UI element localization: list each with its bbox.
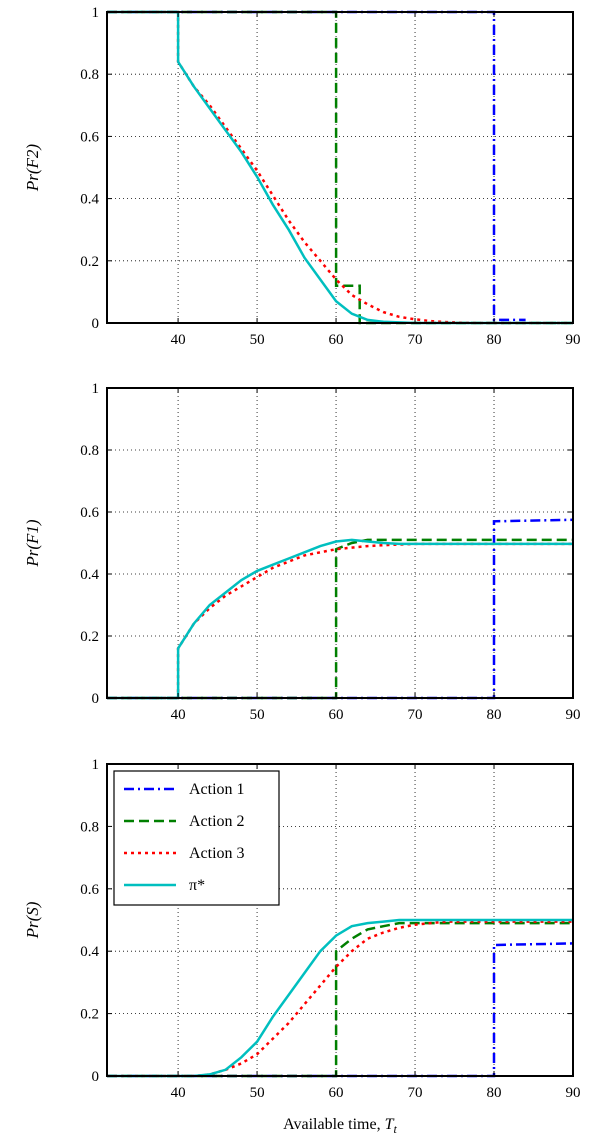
y-axis-label: Pr(F2) — [23, 144, 42, 193]
plot-frame — [106, 763, 574, 1077]
y-tick-label: 0.6 — [80, 882, 99, 898]
y-tick-label: 0.4 — [80, 567, 99, 583]
y-tick-label: 0.8 — [80, 67, 99, 83]
y-tick-label: 0.8 — [80, 443, 99, 459]
legend-label: Action 2 — [189, 813, 245, 830]
series-line-- — [107, 538, 573, 700]
series-line-action-1 — [107, 942, 574, 1078]
y-tick-label: 0 — [92, 1069, 100, 1085]
y-tick-label: 0.4 — [80, 192, 99, 208]
series-line-- — [107, 918, 573, 1078]
legend: Action 1 Action 2 Action 3 π* — [113, 770, 280, 906]
y-tick-label: 0.6 — [80, 129, 99, 145]
y-tick-label: 0.4 — [80, 944, 99, 960]
series-line-- — [107, 10, 573, 325]
x-tick-label: 40 — [171, 707, 186, 723]
y-tick-label: 0.8 — [80, 819, 99, 835]
y-tick-label: 0.2 — [80, 1007, 99, 1023]
y-axis-label: Pr(F1) — [23, 519, 42, 568]
series-line-action-1 — [107, 518, 574, 700]
series-line-action-3 — [107, 10, 573, 325]
legend-box — [113, 770, 280, 906]
x-tick-label: 80 — [487, 332, 502, 348]
x-tick-label: 60 — [329, 1085, 344, 1101]
plot-frame — [106, 387, 574, 699]
y-tick-label: 1 — [92, 381, 100, 397]
x-tick-label: 70 — [408, 332, 423, 348]
y-tick-label: 0.2 — [80, 254, 99, 270]
x-axis-label: Available time, Tt — [283, 1116, 397, 1136]
plot-frame — [106, 11, 574, 324]
x-tick-label: 90 — [566, 1085, 581, 1101]
x-tick-label: 40 — [171, 332, 186, 348]
x-tick-label: 80 — [487, 1085, 502, 1101]
y-tick-label: 0.6 — [80, 505, 99, 521]
chart-panel-1: 40 50 60 70 80 90 0 0.2 0.4 0.6 0.8 1 Pr(F2) — [23, 5, 581, 348]
legend-label: Action 1 — [189, 781, 245, 798]
y-axis-label: Pr(S) — [23, 901, 42, 939]
y-tick-label: 1 — [92, 757, 100, 773]
y-tick-label: 0 — [92, 691, 100, 707]
y-tick-label: 0 — [92, 316, 100, 332]
series-line-action-2 — [107, 10, 573, 325]
x-tick-label: 50 — [250, 707, 265, 723]
x-tick-label: 60 — [329, 707, 344, 723]
x-tick-label: 90 — [566, 332, 581, 348]
chart-panel-2: 40 50 60 70 80 90 0 0.2 0.4 0.6 0.8 1 Pr(F1) — [23, 381, 581, 723]
y-tick-label: 1 — [92, 5, 100, 21]
x-tick-label: 40 — [171, 1085, 186, 1101]
chart-panel-3: 40 50 60 70 80 90 0 0.2 0.4 0.6 0.8 1 Pr(S) Available… — [23, 757, 581, 1136]
x-tick-label: 80 — [487, 707, 502, 723]
legend-label: Action 3 — [189, 845, 245, 862]
x-tick-label: 50 — [250, 1085, 265, 1101]
legend-label: π* — [189, 877, 205, 894]
series-line-action-2 — [107, 921, 573, 1078]
y-tick-label: 0.2 — [80, 629, 99, 645]
x-tick-label: 70 — [408, 1085, 423, 1101]
x-tick-label: 50 — [250, 332, 265, 348]
x-tick-label: 70 — [408, 707, 423, 723]
x-tick-label: 90 — [566, 707, 581, 723]
series-line-action-1 — [107, 10, 526, 322]
x-tick-label: 60 — [329, 332, 344, 348]
